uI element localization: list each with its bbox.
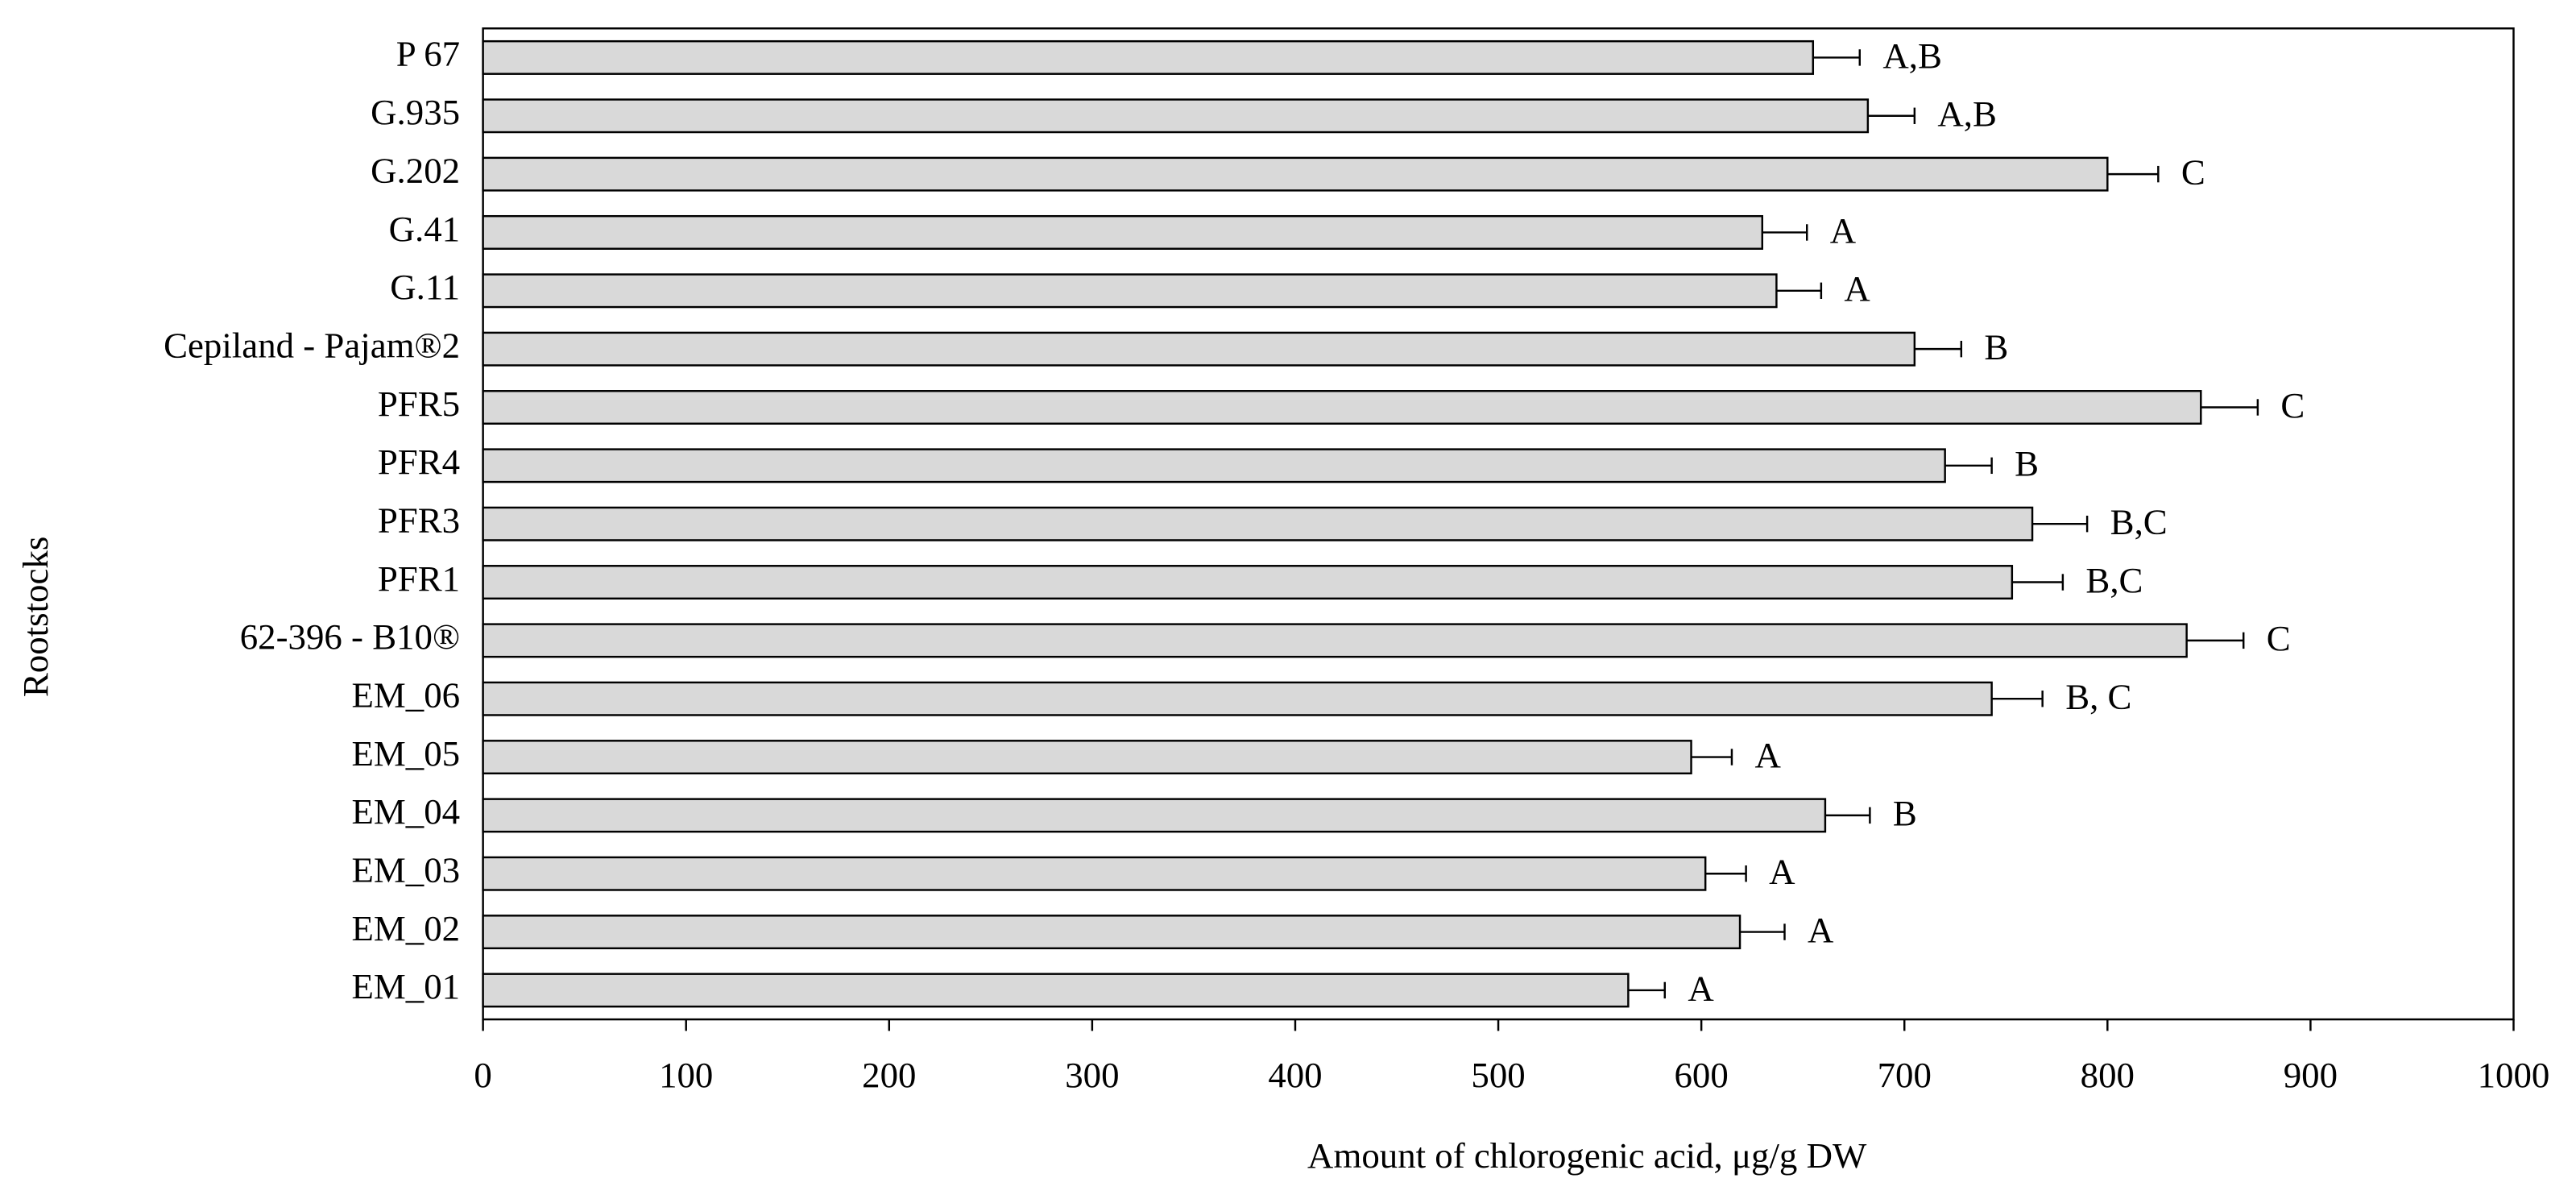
x-tick-label: 300 xyxy=(1065,1055,1119,1095)
significance-label: B,C xyxy=(2110,502,2168,542)
y-tick-label: G.41 xyxy=(389,209,460,249)
y-tick-label: PFR1 xyxy=(378,558,460,599)
significance-label: A xyxy=(1808,910,1834,950)
significance-label: C xyxy=(2280,385,2305,425)
x-tick-label: 400 xyxy=(1268,1055,1322,1095)
bar xyxy=(482,39,1815,75)
y-axis-label: Rootstocks xyxy=(15,537,56,697)
bar xyxy=(482,798,1827,833)
significance-label: A,B xyxy=(1882,35,1942,76)
x-tick-label: 1000 xyxy=(2478,1055,2550,1095)
x-axis-label: Amount of chlorogenic acid, μg/g DW xyxy=(1307,1135,1867,1176)
significance-label: A xyxy=(1830,210,1857,251)
bar xyxy=(482,448,1946,483)
y-tick-label: EM_01 xyxy=(351,966,460,1006)
significance-label: A xyxy=(1688,968,1714,1008)
x-tick-label: 0 xyxy=(474,1055,491,1095)
significance-label: A,B xyxy=(1937,93,1997,134)
bar xyxy=(482,506,2034,541)
bar xyxy=(482,973,1630,1008)
significance-label: B xyxy=(2015,443,2039,483)
y-tick-label: P 67 xyxy=(396,34,460,74)
y-tick-label: PFR3 xyxy=(378,500,460,540)
x-tick-label: 800 xyxy=(2081,1055,2135,1095)
y-tick-label: EM_02 xyxy=(351,908,460,948)
significance-label: A xyxy=(1755,735,1782,775)
y-tick-label: EM_03 xyxy=(351,850,460,890)
bar xyxy=(482,565,2014,600)
y-tick-label: EM_05 xyxy=(351,733,460,774)
significance-label: A xyxy=(1844,268,1870,309)
significance-label: B, C xyxy=(2065,677,2131,717)
bar xyxy=(482,856,1707,891)
significance-label: B,C xyxy=(2085,560,2143,600)
x-tick-label: 700 xyxy=(1878,1055,1932,1095)
bar xyxy=(482,331,1916,367)
bar xyxy=(482,390,2202,425)
x-tick-label: 500 xyxy=(1471,1055,1525,1095)
y-tick-label: PFR4 xyxy=(378,442,460,482)
x-tick-label: 100 xyxy=(659,1055,713,1095)
y-tick-label: EM_06 xyxy=(351,675,460,716)
y-tick-label: G.202 xyxy=(371,150,460,190)
x-tick-label: 900 xyxy=(2284,1055,2338,1095)
significance-label: B xyxy=(1893,793,1917,833)
y-tick-label: PFR5 xyxy=(378,384,460,424)
significance-label: B xyxy=(1984,326,2008,367)
y-tick-label: G.11 xyxy=(390,267,460,307)
y-tick-label: EM_04 xyxy=(351,791,460,832)
bar xyxy=(482,915,1741,950)
significance-label: C xyxy=(2181,151,2205,192)
x-tick-label: 200 xyxy=(862,1055,916,1095)
y-tick-label: G.935 xyxy=(371,92,460,132)
x-tick-label: 600 xyxy=(1675,1055,1729,1095)
significance-label: A xyxy=(1769,852,1795,892)
bar xyxy=(482,740,1692,775)
y-tick-label: Cepiland - Pajam®2 xyxy=(164,325,460,365)
bar xyxy=(482,681,1993,716)
bar xyxy=(482,98,1870,134)
bar xyxy=(482,156,2109,192)
significance-label: C xyxy=(2267,618,2291,658)
y-tick-label: 62-396 - B10® xyxy=(240,616,460,657)
bar xyxy=(482,214,1763,250)
bar xyxy=(482,273,1778,309)
bar xyxy=(482,623,2188,658)
